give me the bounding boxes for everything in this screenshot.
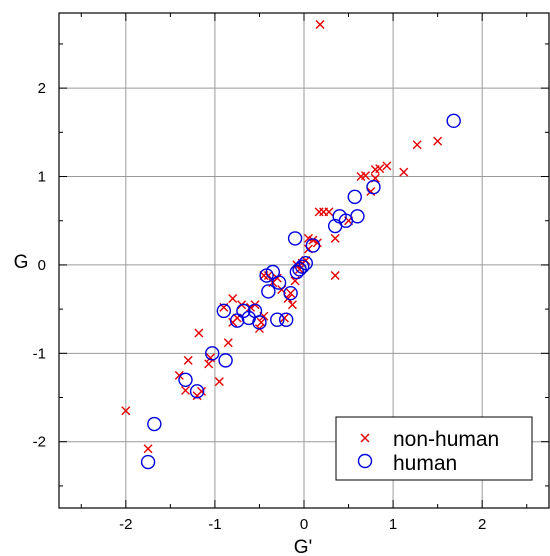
- legend-label-human: human: [393, 452, 457, 475]
- data-point-non-human: [295, 264, 305, 274]
- x-tick-label: 2: [478, 516, 486, 533]
- x-tick-label: 1: [389, 516, 397, 533]
- data-point-human: [278, 312, 294, 327]
- legend-label-non-human: non-human: [393, 428, 499, 451]
- y-tick-label: -2: [33, 434, 46, 451]
- data-point-non-human: [286, 288, 296, 298]
- data-point-non-human: [370, 164, 380, 174]
- data-point-non-human: [121, 406, 131, 416]
- data-point-human: [259, 268, 274, 283]
- data-point-human: [271, 275, 287, 290]
- data-point-human: [261, 284, 276, 299]
- data-point-human: [292, 262, 307, 277]
- y-tick-label: -1: [33, 345, 46, 362]
- data-point-human: [295, 259, 310, 274]
- y-tick-label: 1: [38, 169, 46, 186]
- legend-box: [335, 416, 533, 481]
- data-point-human: [332, 209, 347, 224]
- data-point-non-human: [314, 207, 324, 217]
- data-point-human: [327, 218, 343, 234]
- data-point-human: [289, 264, 305, 280]
- data-point-non-human: [330, 233, 340, 243]
- data-point-non-human: [181, 385, 191, 395]
- data-point-non-human: [382, 161, 392, 171]
- x-axis-label: G': [294, 537, 312, 556]
- data-point-human: [218, 353, 233, 368]
- legend: non-human human: [335, 416, 533, 481]
- data-point-non-human: [214, 377, 224, 387]
- data-point-non-human: [330, 271, 340, 281]
- data-point-non-human: [183, 355, 193, 365]
- data-point-non-human: [433, 136, 443, 146]
- y-axis-label: G: [14, 252, 29, 273]
- data-point-human: [305, 238, 321, 253]
- grid-lines: [59, 13, 549, 508]
- x-tick-label: -2: [119, 516, 132, 533]
- data-point-non-human: [399, 167, 409, 177]
- data-point-non-human: [303, 233, 313, 243]
- axis-ticks: -2 -1 0 1 2 -2 -1 0 1 2: [33, 13, 549, 533]
- data-point-human: [178, 372, 193, 388]
- y-tick-label: 2: [38, 80, 46, 97]
- data-point-non-human: [412, 140, 422, 150]
- data-point-non-human: [204, 359, 214, 369]
- data-point-non-human: [319, 207, 329, 217]
- data-point-human: [347, 189, 362, 205]
- x-tick-label: 0: [300, 516, 308, 533]
- y-tick-label: 0: [38, 257, 46, 274]
- data-point-human: [205, 346, 220, 361]
- data-point-non-human: [356, 172, 366, 182]
- data-point-human: [216, 303, 232, 319]
- data-point-human: [366, 179, 381, 195]
- data-point-human: [189, 384, 205, 399]
- data-point-non-human: [143, 444, 153, 454]
- data-point-human: [287, 231, 303, 246]
- data-point-non-human: [192, 391, 202, 401]
- data-point-non-human: [223, 338, 233, 348]
- legend-x-glyph: [360, 433, 370, 443]
- data-point-non-human: [194, 328, 204, 338]
- data-points: [121, 19, 461, 470]
- legend-marker-human: [357, 453, 373, 469]
- data-point-human: [446, 113, 461, 129]
- x-tick-label: -1: [208, 516, 221, 533]
- data-point-non-human: [174, 370, 184, 380]
- data-point-non-human: [315, 19, 325, 29]
- data-point-human: [147, 416, 162, 432]
- data-point-human: [140, 454, 156, 470]
- data-point-non-human: [228, 294, 238, 304]
- legend-marker-non-human: [360, 433, 370, 443]
- data-point-non-human: [287, 300, 297, 310]
- data-point-human: [270, 312, 285, 327]
- data-point-human: [229, 313, 245, 328]
- data-point-human: [283, 286, 298, 301]
